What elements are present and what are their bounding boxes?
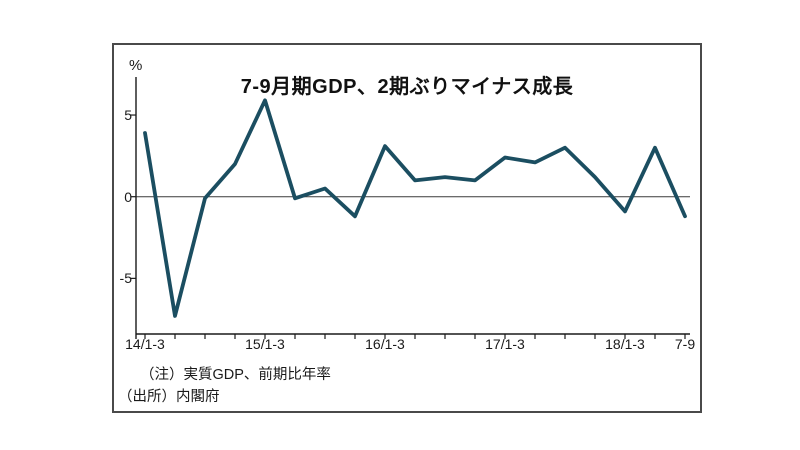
gdp-data-line	[143, 98, 687, 318]
chart-title: 7-9月期GDP、2期ぶりマイナス成長	[240, 76, 574, 98]
gdp-chart-figure: 7-9月期GDP、2期ぶりマイナス成長 % （注）実質GDP、前期比年率 （出所…	[112, 43, 702, 413]
line-chart-plot	[130, 77, 690, 339]
y-axis-unit-label: %	[129, 57, 143, 74]
